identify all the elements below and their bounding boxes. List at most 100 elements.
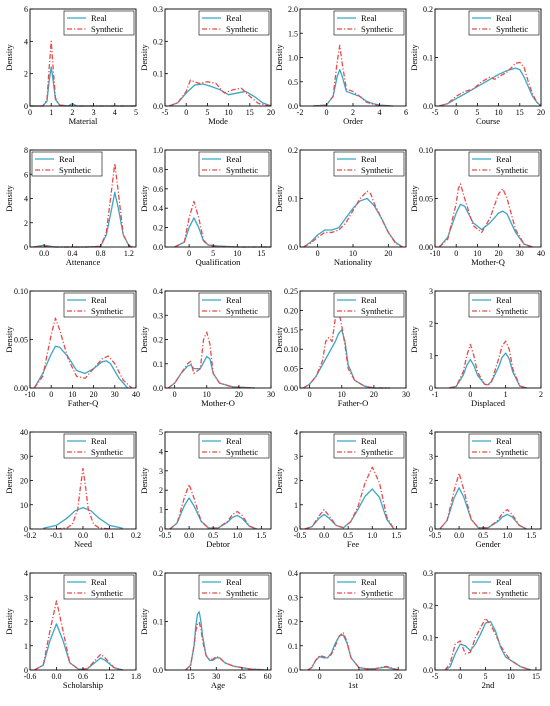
x-tick-label: 15 xyxy=(246,108,254,117)
x-tick-label: 0 xyxy=(49,390,53,399)
y-tick-label: 4 xyxy=(24,37,28,46)
legend-label-real: Real xyxy=(361,154,377,164)
y-tick-label: 0.4 xyxy=(153,287,163,296)
x-axis-label: Course xyxy=(476,116,500,126)
synthetic-series-line xyxy=(56,467,110,530)
y-tick-label: 1.0 xyxy=(288,54,298,63)
legend-label-real: Real xyxy=(361,577,377,587)
y-tick-label: 2.0 xyxy=(288,5,298,14)
y-tick-label: 0.3 xyxy=(153,311,163,320)
legend-box xyxy=(468,10,540,36)
x-axis-label: Age xyxy=(211,680,225,690)
x-tick-label: 15 xyxy=(532,672,540,681)
x-tick-label: 30 xyxy=(516,249,524,258)
y-tick-label: 2 xyxy=(24,70,28,79)
x-tick-label: 0 xyxy=(318,672,322,681)
x-tick-label: 0 xyxy=(316,249,320,258)
x-tick-label: 1.0 xyxy=(232,531,242,540)
y-tick-label: 1 xyxy=(159,506,163,515)
legend-box xyxy=(63,292,135,318)
y-tick-label: 3 xyxy=(24,593,28,602)
x-tick-label: 0 xyxy=(187,249,191,258)
subplot-2: -5 0 5 10 15 20 0.0 0.1 0.2 0.3 Mode Density RealSyn… xyxy=(139,5,275,126)
x-tick-label: 1.2 xyxy=(105,672,115,681)
legend-box xyxy=(333,292,405,318)
x-tick-label: 10 xyxy=(495,108,503,117)
x-tick-label: 3 xyxy=(92,108,96,117)
y-tick-label: 0.4 xyxy=(288,569,298,578)
x-tick-label: 0 xyxy=(458,672,462,681)
y-axis-label: Density xyxy=(409,44,419,71)
legend-label-synthetic: Synthetic xyxy=(91,588,123,598)
legend-label-synthetic: Synthetic xyxy=(91,306,123,316)
real-series-line xyxy=(448,352,528,389)
legend-label-synthetic: Synthetic xyxy=(361,24,393,34)
legend-label-real: Real xyxy=(226,577,242,587)
x-tick-label: 20 xyxy=(495,249,503,258)
x-axis-label: Mode xyxy=(208,116,228,126)
legend-label-real: Real xyxy=(496,154,512,164)
y-tick-label: 0 xyxy=(24,666,28,675)
x-tick-label: 4 xyxy=(378,108,382,117)
synthetic-series-line xyxy=(169,483,257,530)
x-tick-label: 0.2 xyxy=(131,531,141,540)
y-tick-label: 0.5 xyxy=(288,78,298,87)
x-tick-label: 15 xyxy=(516,108,524,117)
x-tick-label: 20 xyxy=(267,108,275,117)
x-tick-label: 1.0 xyxy=(367,531,377,540)
y-tick-label: 0 xyxy=(429,525,433,534)
y-tick-label: 3 xyxy=(429,452,433,461)
y-tick-label: 2 xyxy=(429,477,433,486)
real-series-line xyxy=(33,191,133,248)
synthetic-series-line xyxy=(174,200,271,248)
y-tick-label: 0.8 xyxy=(153,165,163,174)
y-tick-label: 0.0 xyxy=(153,666,163,675)
y-tick-label: 6 xyxy=(24,5,28,14)
subplot-19: 0 10 20 0.0 0.1 0.2 0.3 0.4 1st Density RealSynthe… xyxy=(274,569,407,690)
y-tick-label: 3 xyxy=(294,452,298,461)
synthetic-series-line xyxy=(30,40,136,107)
y-tick-label: 0 xyxy=(24,102,28,111)
y-axis-label: Density xyxy=(4,608,14,635)
y-tick-label: 0.1 xyxy=(153,618,163,627)
subplot-20: -5 0 5 10 15 0.0 0.1 0.2 0.3 2nd Density RealSynthe… xyxy=(409,569,542,690)
x-tick-label: 10 xyxy=(473,249,481,258)
y-tick-label: 0.2 xyxy=(423,5,433,14)
y-axis-label: Density xyxy=(139,467,149,494)
y-tick-label: 4 xyxy=(24,569,28,578)
y-tick-label: 0.2 xyxy=(153,224,163,233)
x-tick-label: 5 xyxy=(483,672,487,681)
x-tick-label: -0.2 xyxy=(24,531,37,540)
legend-box xyxy=(198,292,270,318)
y-tick-label: 0.05 xyxy=(419,195,433,204)
y-tick-label: 10 xyxy=(20,501,28,510)
x-tick-label: 0 xyxy=(454,108,458,117)
x-tick-label: 0.4 xyxy=(67,249,77,258)
y-tick-label: 0.1 xyxy=(288,642,298,651)
x-tick-label: 0 xyxy=(468,390,472,399)
legend-label-synthetic: Synthetic xyxy=(59,165,91,175)
real-series-line xyxy=(304,488,395,530)
x-tick-label: 45 xyxy=(238,672,246,681)
y-tick-label: 1.5 xyxy=(288,29,298,38)
y-axis-label: Density xyxy=(139,608,149,635)
legend-box xyxy=(63,574,135,600)
x-tick-label: 20 xyxy=(537,108,545,117)
y-axis-label: Density xyxy=(4,467,14,494)
y-axis-label: Density xyxy=(409,185,419,212)
y-tick-label: 8 xyxy=(24,146,28,155)
x-tick-label: 0.0 xyxy=(319,531,329,540)
legend-label-real: Real xyxy=(496,436,512,446)
plot-frame xyxy=(164,431,272,530)
plot-frame xyxy=(29,8,137,107)
